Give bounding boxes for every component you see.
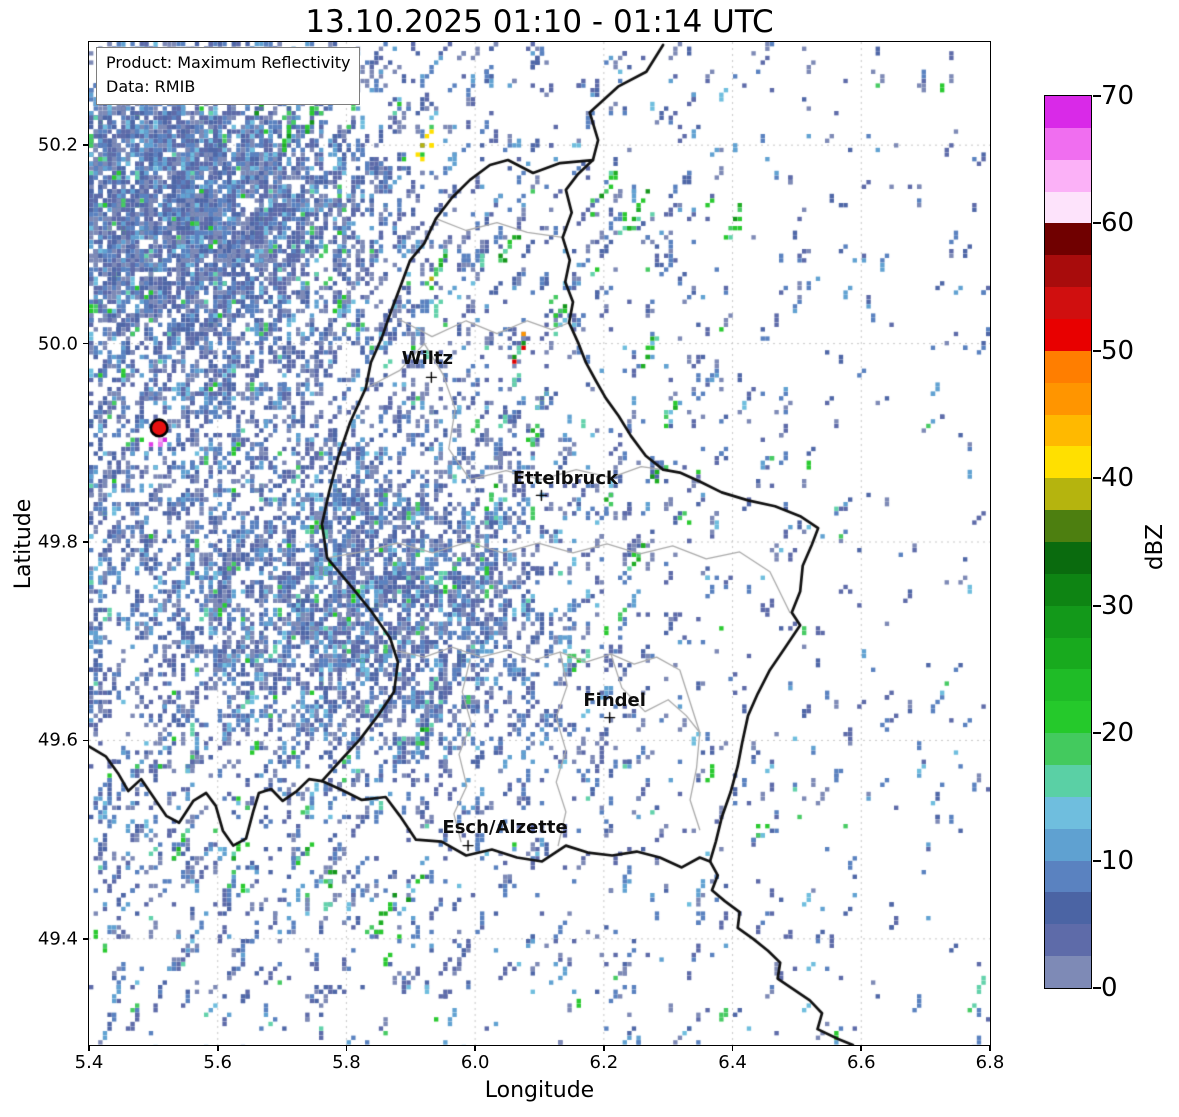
- colorbar-tick-mark: [1092, 95, 1101, 97]
- colorbar-segment: [1045, 223, 1091, 256]
- x-tick-mark: [216, 1046, 219, 1051]
- colorbar-segment: [1045, 255, 1091, 288]
- colorbar-segment: [1045, 382, 1091, 415]
- x-tick-label: 6.2: [589, 1052, 619, 1073]
- colorbar-segment: [1045, 414, 1091, 447]
- y-tick-mark: [83, 541, 89, 543]
- colorbar-tick-label: 60: [1101, 208, 1135, 239]
- colorbar-tick-mark: [1092, 477, 1101, 480]
- page-title: 13.10.2025 01:10 - 01:14 UTC: [305, 4, 774, 40]
- colorbar-segment: [1045, 478, 1091, 511]
- x-tick-label: 5.8: [332, 1052, 361, 1073]
- colorbar: [1044, 95, 1092, 989]
- y-tick-mark: [83, 739, 89, 742]
- colorbar-tick-mark: [1092, 859, 1101, 862]
- colorbar-segment: [1045, 350, 1091, 383]
- colorbar-segment: [1045, 637, 1091, 670]
- colorbar-segment: [1045, 669, 1091, 702]
- x-tick-mark: [603, 1046, 605, 1051]
- colorbar-tick-label: 0: [1101, 973, 1118, 1003]
- colorbar-segment: [1045, 828, 1091, 861]
- colorbar-segment: [1045, 924, 1091, 957]
- x-tick-mark: [88, 1046, 90, 1051]
- colorbar-segment: [1045, 796, 1091, 829]
- colorbar-segment: [1045, 127, 1091, 160]
- colorbar-tick-label: 40: [1101, 463, 1135, 494]
- colorbar-tick-mark: [1092, 349, 1101, 352]
- y-tick-label: 49.8: [37, 531, 78, 553]
- colorbar-tick-label: 50: [1101, 335, 1135, 366]
- y-tick-mark: [83, 938, 89, 940]
- colorbar-segment: [1045, 765, 1091, 797]
- x-tick-label: 5.4: [74, 1052, 104, 1073]
- colorbar-tick-label: 70: [1101, 81, 1135, 111]
- colorbar-segment: [1045, 96, 1091, 128]
- colorbar-tick-mark: [1092, 987, 1101, 989]
- city-label-ettelbruck: Ettelbruck: [512, 468, 618, 490]
- colorbar-tick-label: 20: [1101, 718, 1135, 749]
- colorbar-tick-label: 10: [1101, 845, 1135, 876]
- x-tick-mark: [860, 1046, 863, 1051]
- colorbar-segment: [1045, 605, 1091, 638]
- y-tick-label: 50.0: [37, 333, 78, 355]
- colorbar-segment: [1045, 510, 1091, 543]
- x-tick-mark: [989, 1046, 991, 1051]
- y-tick-mark: [83, 342, 89, 345]
- x-tick-mark: [345, 1046, 348, 1051]
- x-tick-mark: [731, 1046, 734, 1051]
- x-axis-label: Longitude: [484, 1078, 595, 1103]
- colorbar-label: dBZ: [1142, 523, 1168, 571]
- x-tick-mark: [474, 1046, 476, 1051]
- colorbar-segment: [1045, 287, 1091, 320]
- city-label-findel: Findel: [583, 689, 646, 711]
- radar-map-canvas: [89, 42, 990, 1045]
- map-plot-area: Wiltz Ettelbruck Findel Esch/Alzette: [88, 41, 991, 1046]
- city-label-esch-alzette: Esch/Alzette: [442, 816, 568, 838]
- x-tick-label: 5.6: [203, 1052, 233, 1073]
- y-tick-label: 49.6: [37, 729, 78, 751]
- colorbar-segment: [1045, 573, 1091, 606]
- colorbar-segment: [1045, 956, 1091, 989]
- colorbar-segment: [1045, 159, 1091, 192]
- y-tick-label: 49.4: [37, 928, 78, 950]
- colorbar-segment: [1045, 542, 1091, 574]
- colorbar-segment: [1045, 191, 1091, 224]
- x-tick-label: 6.0: [460, 1052, 490, 1073]
- product-annotation-box: Product: Maximum Reflectivity Data: RMIB: [96, 47, 361, 105]
- colorbar-tick-mark: [1092, 222, 1101, 225]
- colorbar-tick-mark: [1092, 604, 1101, 607]
- product-line: Product: Maximum Reflectivity: [106, 53, 351, 72]
- x-tick-label: 6.6: [846, 1052, 876, 1073]
- data-source-line: Data: RMIB: [106, 77, 196, 96]
- x-tick-label: 6.4: [718, 1052, 747, 1073]
- colorbar-segment: [1045, 892, 1091, 925]
- colorbar-segment: [1045, 319, 1091, 351]
- colorbar-segment: [1045, 446, 1091, 479]
- colorbar-segment: [1045, 733, 1091, 766]
- city-label-wiltz: Wiltz: [401, 348, 454, 370]
- colorbar-tick-label: 30: [1101, 590, 1135, 621]
- colorbar-segment: [1045, 701, 1091, 734]
- colorbar-segment: [1045, 860, 1091, 893]
- colorbar-tick-mark: [1092, 732, 1101, 735]
- y-tick-label: 50.2: [37, 134, 78, 156]
- y-tick-mark: [83, 144, 89, 146]
- x-tick-label: 6.8: [975, 1052, 1005, 1073]
